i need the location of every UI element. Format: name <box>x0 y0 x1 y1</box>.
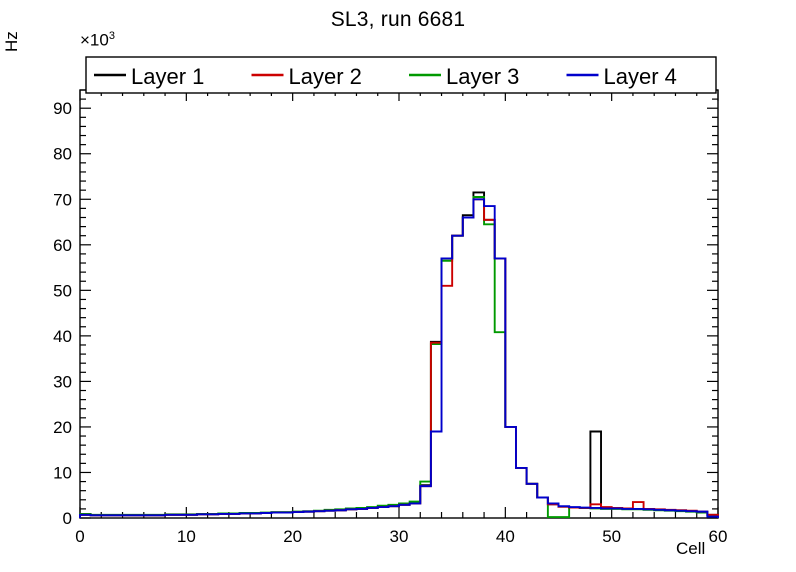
series-layer <box>79 191 719 519</box>
y-axis-tick-label: 10 <box>53 463 72 482</box>
y-axis-tick-label: 0 <box>63 509 72 528</box>
legend-label-layer-1: Layer 1 <box>131 64 204 89</box>
y-axis-tick-label: 70 <box>53 190 72 209</box>
y-axis-tick-label: 30 <box>53 372 72 391</box>
y-axis-exponent-power: 3 <box>108 30 115 42</box>
y-axis-tick-label: 20 <box>53 418 72 437</box>
histogram-series-layer-3 <box>79 196 719 519</box>
x-axis-tick-label: 60 <box>709 527 728 546</box>
axes-layer: 0 10 20 30 40 50 60 0 10 20 30 40 50 60 70 80 90 <box>53 89 728 546</box>
legend-label-layer-2: Layer 2 <box>289 64 362 89</box>
page-title: SL3, run 6681 <box>330 8 466 31</box>
histogram-series-layer-1 <box>79 191 719 518</box>
y-axis-tick-label: 40 <box>53 327 72 346</box>
x-axis-tick-label: 30 <box>390 527 409 546</box>
x-axis-tick-label: 50 <box>602 527 621 546</box>
legend-frame <box>85 56 717 94</box>
y-axis-exponent: ×103 <box>80 30 115 51</box>
histogram-series-layer-2 <box>79 198 719 518</box>
x-axis-tick-label: 40 <box>496 527 515 546</box>
x-axis-title: Cell <box>676 539 706 558</box>
legend-box[interactable]: Layer 1 Layer 2 Layer 3 Layer 4 <box>85 56 717 94</box>
legend-label-layer-4: Layer 4 <box>604 64 677 89</box>
y-axis-tick-label: 50 <box>53 281 72 300</box>
x-axis-tick-label: 0 <box>75 527 84 546</box>
y-axis-exponent-base: ×10 <box>80 30 109 50</box>
plot-frame <box>79 89 719 519</box>
histogram-series-layer-4 <box>79 198 719 518</box>
y-axis-tick-label: 60 <box>53 236 72 255</box>
legend-label-layer-3: Layer 3 <box>446 64 519 89</box>
y-axis-tick-label: 90 <box>53 99 72 118</box>
x-axis-tick-label: 10 <box>177 527 196 546</box>
x-axis-tick-label: 20 <box>283 527 302 546</box>
y-axis-tick-label: 80 <box>53 145 72 164</box>
